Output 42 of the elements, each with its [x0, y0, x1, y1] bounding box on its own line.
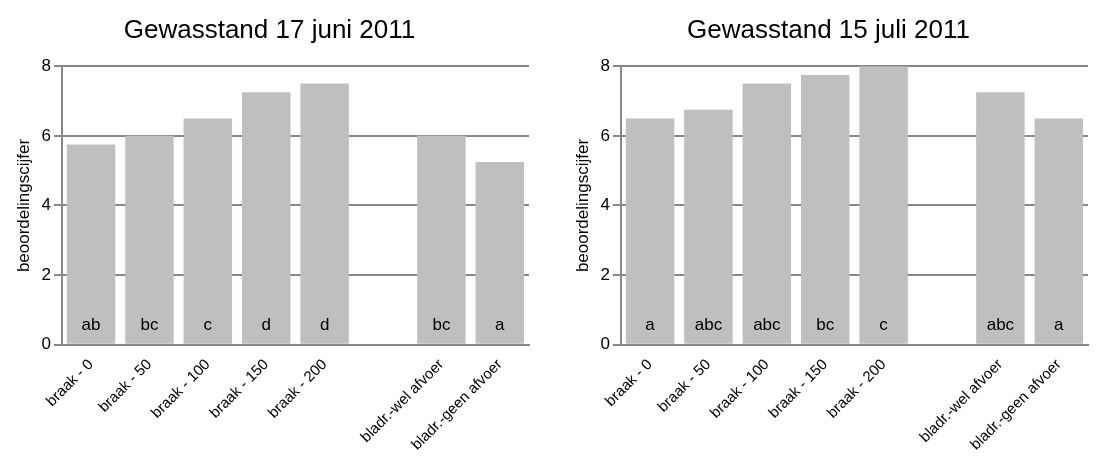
bar — [684, 109, 733, 344]
y-tick-label: 6 — [600, 125, 610, 145]
bar — [300, 83, 349, 344]
data-label: d — [319, 314, 330, 334]
y-tick-label: 8 — [600, 55, 610, 75]
y-tick-label: 4 — [600, 195, 610, 215]
data-label: a — [1054, 314, 1065, 334]
bar — [417, 135, 466, 344]
bar — [66, 144, 116, 344]
data-label: bc — [432, 314, 451, 334]
bar — [859, 66, 908, 344]
bar — [242, 92, 291, 344]
data-label: a — [645, 314, 656, 334]
data-label: abc — [986, 314, 1015, 334]
y-tick-label: 8 — [41, 55, 51, 75]
bar — [475, 161, 525, 344]
chart-title: Gewasstand 15 juli 2011 — [687, 13, 970, 44]
y-tick-label: 6 — [41, 125, 51, 145]
data-label: bc — [816, 314, 835, 334]
bar — [801, 74, 850, 344]
y-axis-title: beoordelingscijfer — [13, 138, 33, 273]
bar — [625, 118, 675, 344]
data-label: c — [203, 314, 213, 334]
y-tick-label: 2 — [41, 264, 51, 284]
bar — [125, 135, 174, 344]
bar — [183, 118, 233, 344]
y-tick-label: 0 — [600, 334, 610, 354]
data-label: bc — [140, 314, 159, 334]
bar — [742, 83, 792, 344]
data-label: c — [879, 314, 889, 334]
bar — [976, 92, 1025, 344]
y-tick-label: 4 — [41, 195, 51, 215]
y-axis-title: beoordelingscijfer — [572, 138, 592, 273]
data-label: a — [495, 314, 506, 334]
data-label: d — [261, 314, 271, 334]
y-tick-label: 0 — [41, 334, 51, 354]
data-label: ab — [81, 314, 101, 334]
bar — [1034, 118, 1084, 344]
data-label: abc — [753, 314, 782, 334]
chart-title: Gewasstand 17 juni 2011 — [123, 13, 416, 44]
y-tick-label: 2 — [600, 264, 610, 284]
data-label: abc — [694, 314, 723, 334]
